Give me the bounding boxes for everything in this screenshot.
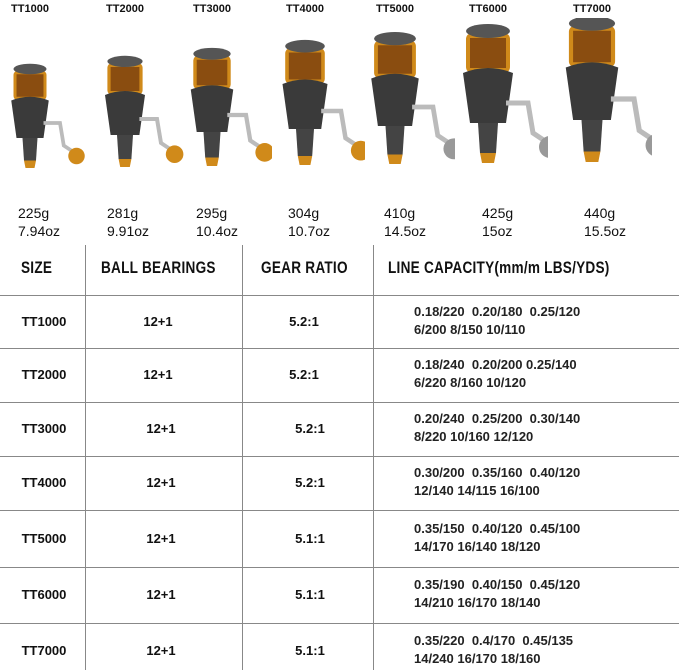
weight-grams: 440g	[584, 205, 616, 221]
cell-ball-bearings: 12+1	[146, 530, 176, 546]
weight-grams: 295g	[196, 205, 228, 221]
cell-gear-ratio: 5.2:1	[289, 313, 319, 329]
weight-ounces: 7.94oz	[18, 223, 61, 239]
cell-size: TT5000	[21, 530, 67, 546]
cell-size: TT7000	[21, 642, 67, 658]
reel-weight: 425g 15oz	[482, 204, 513, 240]
weight-ounces: 15.5oz	[584, 223, 627, 239]
cell-line-capacity: 0.35/220 0.4/170 0.45/135 14/240 16/170 …	[414, 632, 573, 668]
reel-weight: 281g 9.91oz	[107, 204, 149, 240]
cell-line-capacity: 0.18/220 0.20/180 0.25/120 6/200 8/150 1…	[414, 303, 580, 339]
cell-line-capacity: 0.18/240 0.20/200 0.25/140 6/220 8/160 1…	[414, 356, 577, 392]
header-ball-bearings: BALL BEARINGS	[101, 258, 216, 277]
reel-model-label: TT1000	[11, 3, 49, 15]
reel-image	[105, 55, 184, 167]
weight-grams: 304g	[288, 205, 320, 221]
capacity-lbs: 6/200 8/150 10/110	[414, 321, 526, 337]
reel-weight: 225g 7.94oz	[18, 204, 60, 240]
cell-size: TT3000	[21, 421, 67, 436]
cell-size: TT2000	[21, 367, 67, 382]
cell-ball-bearings: 12+1	[143, 313, 173, 329]
capacity-lbs: 14/170 16/140 18/120	[414, 538, 541, 554]
reel-image	[565, 18, 652, 162]
column-divider	[85, 245, 86, 670]
cell-gear-ratio: 5.1:1	[295, 642, 325, 658]
cell-gear-ratio: 5.2:1	[295, 421, 325, 436]
reel-image	[11, 63, 85, 168]
cell-line-capacity: 0.35/190 0.40/150 0.45/120 14/210 16/170…	[414, 576, 580, 612]
reel-weight: 410g 14.5oz	[384, 204, 426, 240]
row-divider	[0, 295, 679, 296]
row-divider	[0, 402, 679, 403]
capacity-lbs: 14/240 16/170 18/160	[414, 650, 541, 666]
weight-ounces: 10.4oz	[196, 223, 239, 239]
weight-ounces: 10.7oz	[288, 223, 331, 239]
capacity-mm: 0.35/220 0.4/170 0.45/135	[414, 632, 574, 648]
capacity-mm: 0.35/190 0.40/150 0.45/120	[414, 577, 581, 592]
capacity-lbs: 12/140 14/115 16/100	[414, 483, 540, 498]
capacity-lbs: 14/210 16/170 18/140	[414, 595, 541, 610]
weight-grams: 410g	[384, 205, 416, 221]
reel-model-label: TT4000	[286, 3, 324, 15]
reel-weight: 304g 10.7oz	[288, 204, 330, 240]
reel-weight: 295g 10.4oz	[196, 204, 238, 240]
row-divider	[0, 567, 679, 568]
weight-grams: 225g	[18, 205, 50, 221]
cell-ball-bearings: 12+1	[146, 587, 176, 602]
cell-line-capacity: 0.20/240 0.25/200 0.30/140 8/220 10/160 …	[414, 410, 580, 446]
weight-ounces: 14.5oz	[384, 223, 427, 239]
cell-ball-bearings: 12+1	[146, 475, 176, 490]
cell-ball-bearings: 12+1	[146, 642, 176, 658]
weight-ounces: 15oz	[482, 223, 513, 239]
row-divider	[0, 456, 679, 457]
row-divider	[0, 348, 679, 349]
weight-grams: 425g	[482, 205, 514, 221]
column-divider	[242, 245, 243, 670]
reel-weight: 440g 15.5oz	[584, 204, 626, 240]
cell-line-capacity: 0.35/150 0.40/120 0.45/100 14/170 16/140…	[414, 520, 580, 556]
reel-model-label: TT5000	[376, 3, 414, 15]
weight-ounces: 9.91oz	[107, 223, 150, 239]
reel-model-label: TT6000	[469, 3, 507, 15]
header-line-capacity: LINE CAPACITY(mm/m LBS/YDS)	[388, 258, 610, 277]
cell-size: TT4000	[21, 475, 67, 490]
cell-gear-ratio: 5.2:1	[295, 475, 325, 490]
column-divider	[373, 245, 374, 670]
reel-image	[190, 47, 272, 166]
cell-ball-bearings: 12+1	[143, 367, 173, 382]
header-size: SIZE	[21, 258, 53, 277]
capacity-mm: 0.30/200 0.35/160 0.40/120	[414, 465, 581, 480]
reel-model-label: TT7000	[573, 3, 611, 15]
cell-gear-ratio: 5.2:1	[289, 367, 319, 382]
reel-model-label: TT2000	[106, 3, 144, 15]
reel-image	[371, 31, 455, 164]
capacity-lbs: 6/220 8/160 10/120	[414, 375, 527, 390]
row-divider	[0, 510, 679, 511]
cell-gear-ratio: 5.1:1	[295, 530, 325, 546]
cell-size: TT6000	[21, 587, 67, 602]
cell-gear-ratio: 5.1:1	[295, 587, 325, 602]
cell-size: TT1000	[21, 313, 67, 329]
capacity-mm: 0.18/220 0.20/180 0.25/120	[414, 303, 581, 319]
reel-image	[463, 24, 548, 163]
capacity-mm: 0.20/240 0.25/200 0.30/140	[414, 411, 581, 426]
cell-line-capacity: 0.30/200 0.35/160 0.40/120 12/140 14/115…	[414, 464, 580, 500]
cell-ball-bearings: 12+1	[146, 421, 176, 436]
reel-model-label: TT3000	[193, 3, 231, 15]
reel-image	[282, 39, 365, 165]
weight-grams: 281g	[107, 205, 139, 221]
header-gear-ratio: GEAR RATIO	[261, 258, 348, 277]
capacity-mm: 0.18/240 0.20/200 0.25/140	[414, 357, 577, 372]
capacity-lbs: 8/220 10/160 12/120	[414, 429, 534, 444]
row-divider	[0, 623, 679, 624]
capacity-mm: 0.35/150 0.40/120 0.45/100	[414, 520, 581, 536]
